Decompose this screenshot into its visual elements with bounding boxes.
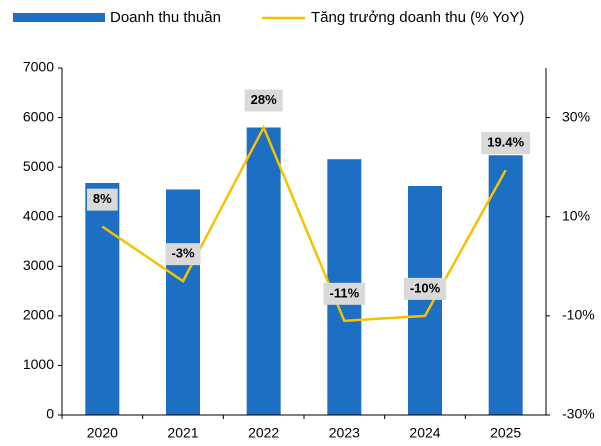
y-tick-label: 4000 — [23, 207, 54, 223]
data-label: -10% — [410, 280, 441, 295]
bar — [85, 183, 120, 415]
legend-label: Tăng trưởng doanh thu (% YoY) — [311, 9, 524, 26]
y-tick-label: 5000 — [23, 158, 54, 174]
bar — [166, 189, 200, 415]
data-label: 28% — [251, 92, 277, 107]
data-label-box — [481, 132, 531, 155]
x-tick-label: 2022 — [248, 425, 279, 441]
y2-tick-label: 30% — [562, 108, 590, 124]
data-label: 8% — [93, 191, 112, 206]
bar — [246, 127, 281, 415]
bar — [408, 185, 442, 415]
legend-swatch — [13, 13, 105, 22]
legend-label: Doanh thu thuần — [110, 9, 221, 26]
data-label: 19.4% — [487, 135, 524, 150]
data-label-box — [165, 243, 201, 266]
bar — [488, 155, 523, 415]
data-label-box — [323, 282, 366, 305]
data-label-box — [403, 277, 447, 300]
y-tick-label: 7000 — [23, 59, 54, 75]
y-tick-label: 2000 — [23, 307, 54, 323]
x-tick-label: 2021 — [167, 425, 198, 441]
y-tick-label: 0 — [46, 406, 54, 422]
y2-tick-label: 10% — [562, 207, 590, 223]
x-tick-label: 2020 — [87, 425, 118, 441]
y2-tick-label: -30% — [562, 406, 595, 422]
y-tick-label: 1000 — [23, 356, 54, 372]
x-tick-label: 2024 — [409, 425, 440, 441]
x-tick-label: 2025 — [490, 425, 521, 441]
data-label-box — [244, 89, 283, 112]
y-tick-label: 6000 — [23, 108, 54, 124]
data-label-box — [86, 188, 118, 211]
x-tick-label: 2023 — [329, 425, 360, 441]
data-label: -11% — [330, 285, 360, 300]
y-tick-label: 3000 — [23, 257, 54, 273]
data-label: -3% — [171, 246, 195, 261]
y2-tick-label: -10% — [562, 307, 595, 323]
